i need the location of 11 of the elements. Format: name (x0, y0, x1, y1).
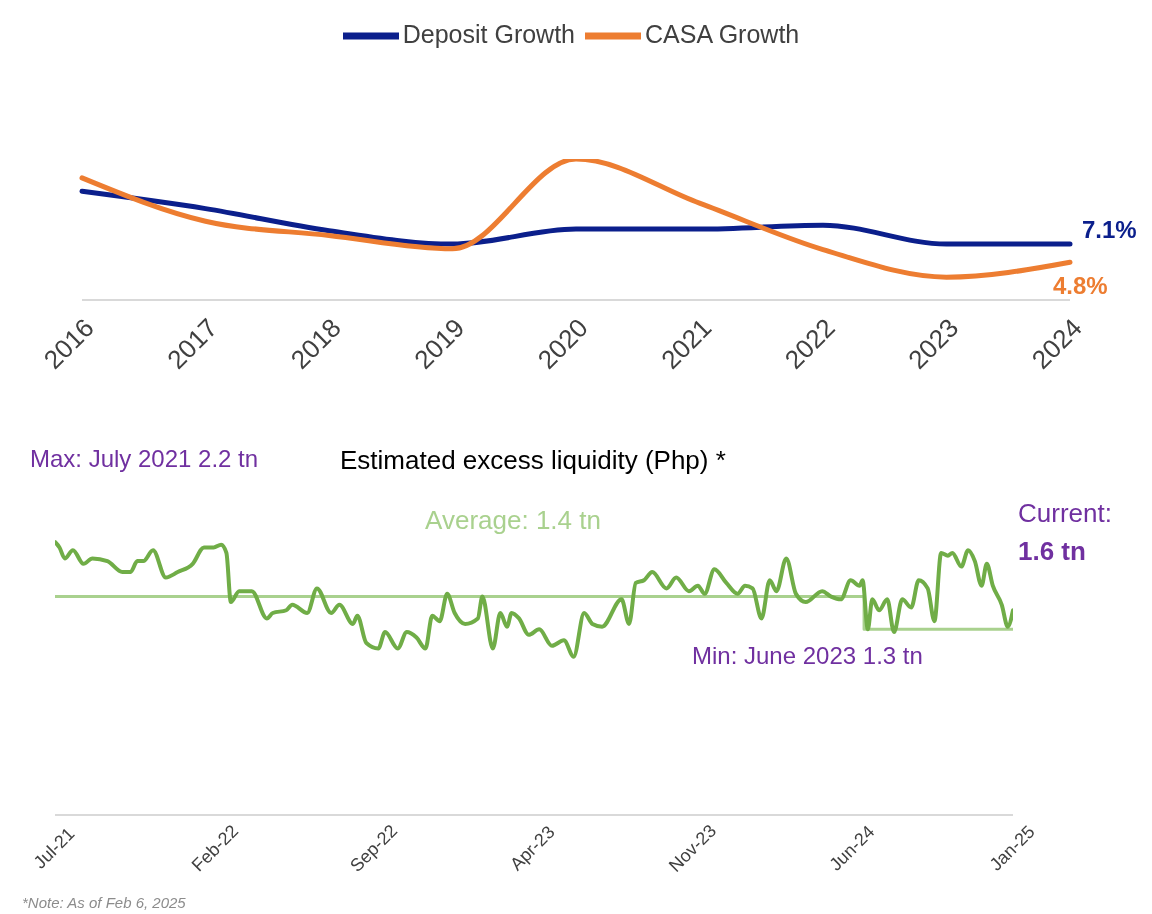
text: 1.6 tn (1018, 536, 1086, 567)
text: Current: (1018, 498, 1112, 529)
legend-label: CASA Growth (645, 19, 800, 48)
text: *Note: As of Feb 6, 2025 (22, 894, 186, 911)
annotation: Min: June 2023 1.3 tn (692, 642, 923, 670)
chart-title: Estimated excess liquidity (Php) * (340, 445, 726, 476)
legend-label: Deposit Growth (402, 19, 576, 48)
data-label: 4.8% (1053, 272, 1108, 300)
text: Average: 1.4 tn (425, 505, 601, 536)
data-label: 7.1% (1082, 216, 1137, 244)
text: Max: July 2021 2.2 tn (30, 445, 259, 473)
